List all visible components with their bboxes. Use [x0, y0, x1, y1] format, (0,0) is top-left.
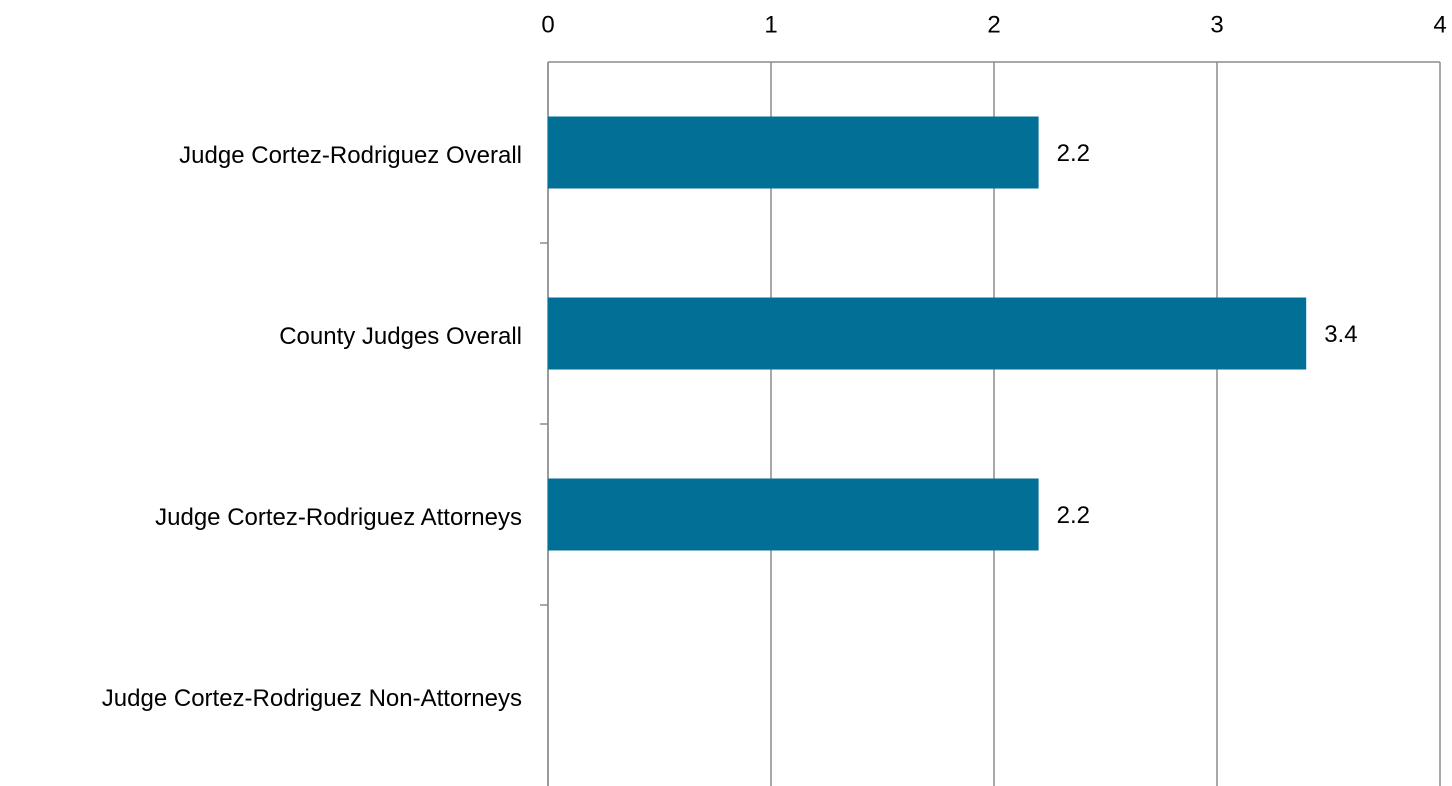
bar [548, 297, 1307, 370]
data-label: 3.4 [1324, 321, 1357, 348]
bar [548, 116, 1039, 189]
x-tick-label: 2 [987, 11, 1000, 38]
y-tick-label: Judge Cortez-Rodriguez Overall [179, 142, 522, 169]
data-label: 2.2 [1057, 502, 1090, 529]
x-tick-label: 1 [764, 11, 777, 38]
bar [548, 478, 1039, 551]
y-tick-label: Judge Cortez-Rodriguez Non-Attorneys [102, 685, 522, 712]
x-tick-label: 4 [1433, 11, 1446, 38]
x-tick-label: 0 [541, 11, 554, 38]
data-label: 2.2 [1057, 140, 1090, 167]
y-tick-label: Judge Cortez-Rodriguez Attorneys [155, 504, 522, 531]
y-tick-label: County Judges Overall [279, 323, 522, 350]
x-tick-label: 3 [1210, 11, 1223, 38]
